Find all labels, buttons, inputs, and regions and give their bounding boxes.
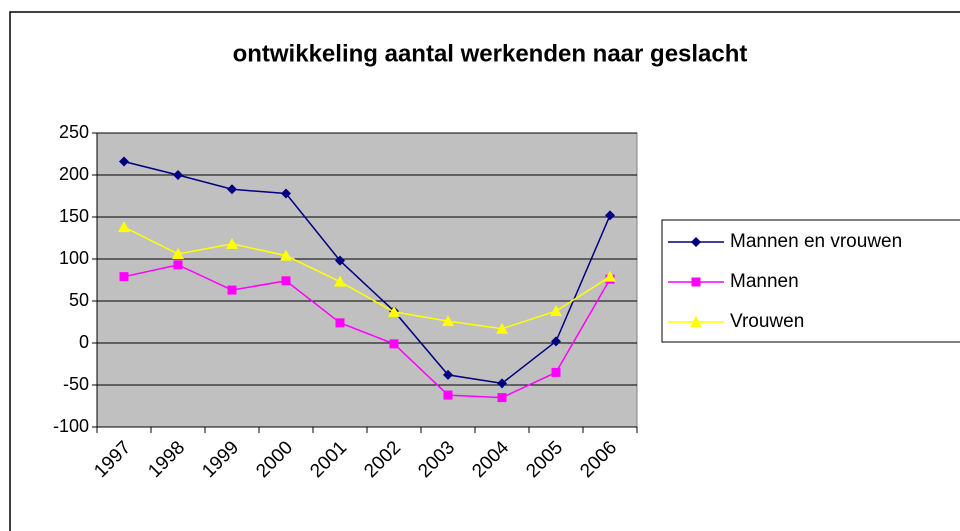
data-point [119,156,129,167]
data-point [389,339,399,349]
data-point [173,260,183,270]
data-point [335,255,345,266]
data-point [335,318,345,328]
y-tick-label: 50 [69,290,89,310]
legend-marker [691,237,701,247]
data-point [442,315,454,327]
legend-label: Mannen [730,271,799,292]
data-point [119,272,129,282]
plot-area [96,132,638,428]
chart-title: ontwikkeling aantal werkenden naar gesla… [233,40,748,67]
data-point [551,367,561,377]
data-point [551,336,561,347]
series-line [123,264,611,399]
data-point [550,305,562,317]
data-point [443,369,453,380]
data-point [496,322,508,334]
data-point [173,170,183,180]
legend-label: Vrouwen [730,311,804,332]
data-point [388,305,400,317]
data-point [280,249,292,261]
data-point [497,378,507,389]
data-point [604,270,616,282]
data-point [443,390,453,400]
series-line [123,226,611,330]
data-point [334,275,346,287]
data-point [281,188,291,199]
y-tick-label: 100 [59,248,89,268]
data-point [497,393,507,403]
series-line [123,160,611,385]
legend-marker [691,277,701,287]
data-point [118,221,130,233]
data-point [281,276,291,286]
y-tick-label: 200 [59,164,89,184]
legend-marker [690,316,702,327]
y-tick-label: -100 [53,416,89,436]
y-tick-label: 0 [79,332,89,352]
data-point [226,237,238,249]
data-point [227,184,237,195]
y-tick-label: 150 [59,206,89,226]
y-tick-label: -50 [63,374,89,394]
data-point [605,210,615,221]
legend-label: Mannen en vrouwen [730,231,902,252]
data-point [172,247,184,259]
y-tick-label: 250 [59,122,89,142]
data-point [227,285,237,295]
